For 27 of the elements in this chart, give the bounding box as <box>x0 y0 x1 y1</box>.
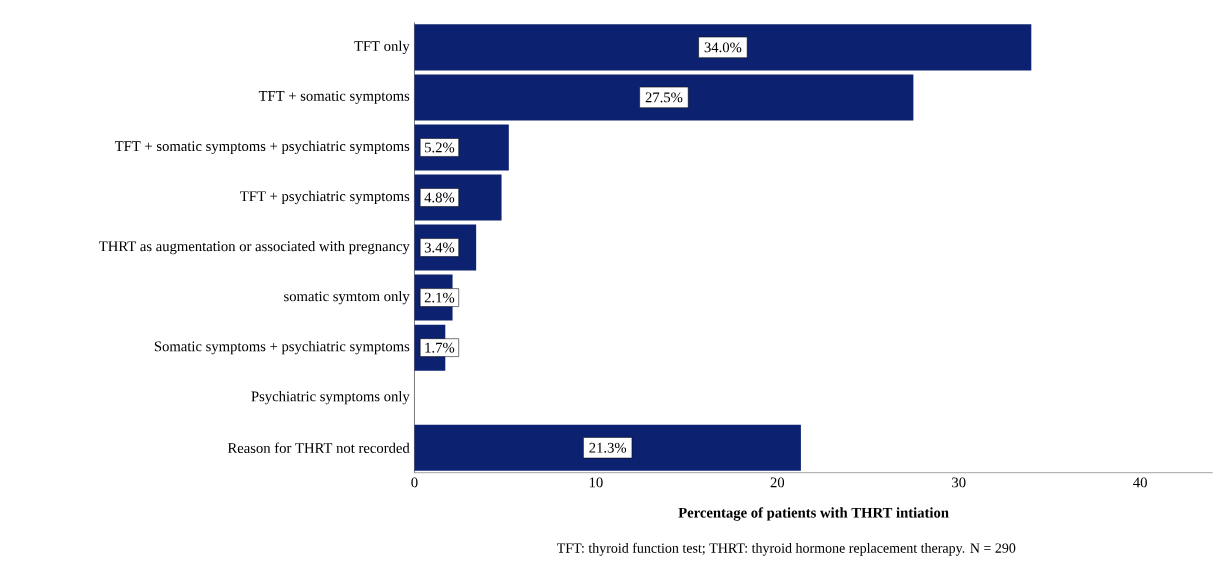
data-label: 21.3% <box>589 442 627 453</box>
x-tick-label: 30 <box>952 477 966 488</box>
x-tick-label: 10 <box>589 477 603 488</box>
y-tick-label: TFT + somatic symptoms <box>258 91 410 104</box>
data-label: 4.8% <box>424 192 455 203</box>
x-tick-label: 40 <box>1133 477 1147 488</box>
x-axis-title: Percentage of patients with THRT intiation <box>678 507 949 521</box>
x-tick-label: 20 <box>770 477 785 488</box>
bar <box>414 74 914 121</box>
y-tick-label: THRT as augmentation or associated with pregnancy <box>99 241 410 255</box>
data-label: 3.4% <box>424 242 455 253</box>
y-tick-label: TFT + psychiatric symptoms <box>240 190 410 205</box>
y-tick-label: Psychiatric symptoms only <box>251 391 410 405</box>
y-tick-label: TFT + somatic symptoms + psychiatric symptoms <box>114 140 410 155</box>
y-tick-label: Somatic symptoms + psychiatric symptoms <box>154 341 410 355</box>
data-label: 1.7% <box>425 342 455 353</box>
data-label: 34.0% <box>704 42 742 53</box>
data-label: 2.1% <box>424 292 455 303</box>
bar <box>414 24 1032 71</box>
data-label: 5.2% <box>425 142 455 153</box>
y-tick-label: somatic symtom only <box>284 291 410 305</box>
y-tick-label: TFT only <box>354 40 410 55</box>
data-label: 27.5% <box>645 92 683 103</box>
x-tick-label: 0 <box>411 477 418 488</box>
text: TFT: thyroid function test; THRT: thyroid hormone replacement therapy. N = 290 <box>557 542 1016 556</box>
y-tick-label: Reason for THRT not recorded <box>227 442 410 454</box>
bar <box>414 424 801 471</box>
